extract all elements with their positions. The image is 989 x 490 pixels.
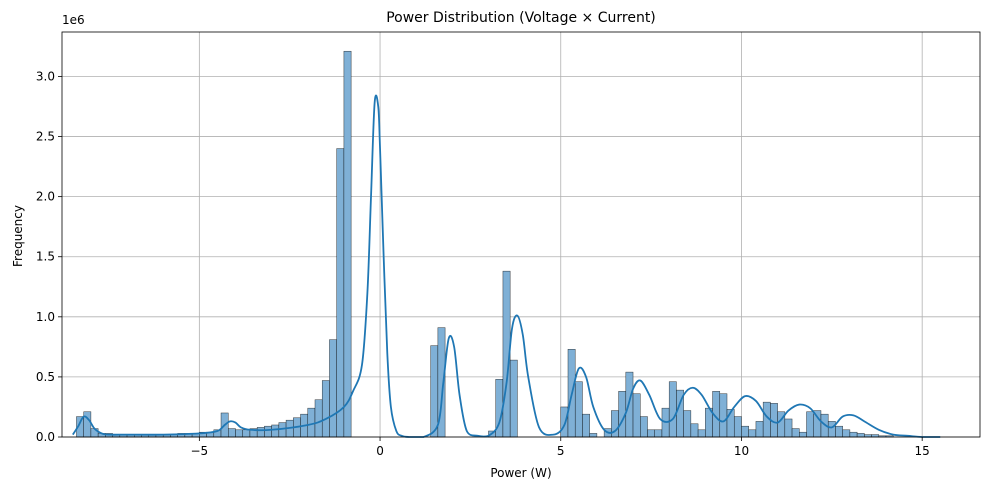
x-tick-label: 5	[557, 444, 565, 458]
y-axis-label: Frequency	[11, 205, 25, 267]
histogram-bar	[235, 429, 243, 438]
histogram-bar	[827, 421, 836, 438]
histogram-bar	[321, 380, 330, 438]
y-tick-label: 3.0	[36, 69, 55, 83]
histogram-bar	[791, 428, 800, 438]
histogram-bar	[582, 413, 590, 438]
kde-curve-layer	[72, 94, 941, 438]
histogram-bar	[271, 424, 280, 438]
histogram-bar	[719, 393, 728, 438]
histogram-bar	[835, 425, 843, 438]
histogram-bar	[329, 339, 337, 438]
histogram-bar	[632, 393, 641, 438]
histogram-bar	[264, 425, 272, 438]
histogram-bar	[856, 433, 865, 438]
histogram-bar	[307, 407, 316, 438]
x-tick-label: 10	[734, 444, 749, 458]
histogram-bar	[83, 411, 92, 438]
y-tick-label: 2.0	[36, 190, 55, 204]
histogram-bar	[654, 429, 663, 438]
histogram-bar	[733, 416, 742, 438]
x-tick-label: 15	[915, 444, 930, 458]
histogram-bar	[647, 429, 655, 438]
chart-title: Power Distribution (Voltage × Current)	[386, 10, 656, 26]
grid-lines	[62, 32, 980, 438]
y-tick-label: 2.5	[36, 130, 55, 144]
histogram-bar	[799, 431, 807, 438]
histogram-bar	[336, 148, 345, 438]
histogram-bar	[256, 427, 265, 438]
histogram-bar	[806, 411, 814, 438]
histogram-bar	[314, 399, 323, 438]
histogram-bar	[748, 429, 757, 438]
histogram-bar	[683, 410, 692, 438]
y-tick-label: 1.0	[36, 310, 55, 324]
x-axis-label: Power (W)	[490, 466, 551, 480]
histogram-bars	[76, 50, 894, 438]
axis-ticks: −5 0 5 10 15 0.0 0.5 1.0 1.5 2.0 2.5 3.0	[36, 69, 930, 458]
histogram-bar	[640, 416, 648, 438]
histogram-bar	[784, 418, 793, 438]
plot-frame	[61, 31, 981, 438]
histogram-bar	[668, 381, 677, 438]
histogram-bar	[690, 423, 699, 438]
histogram-bar	[228, 428, 236, 438]
histogram-bar	[242, 429, 251, 438]
histogram-bar	[509, 359, 518, 438]
y-tick-label: 0.5	[36, 370, 55, 384]
histogram-bar	[697, 429, 706, 438]
histogram-bar	[343, 50, 352, 438]
histogram-bar	[560, 406, 569, 438]
histogram-bar	[755, 421, 764, 438]
y-tick-label: 1.5	[36, 250, 55, 264]
y-scale-label: 1e6	[62, 13, 85, 27]
histogram-bar	[842, 429, 851, 438]
x-tick-label: 0	[376, 444, 384, 458]
histogram-bar	[589, 433, 598, 438]
histogram-bar	[849, 431, 858, 438]
histogram-bar	[741, 425, 749, 438]
x-tick-label: −5	[190, 444, 208, 458]
kde-curve	[72, 94, 941, 438]
histogram-bar	[430, 345, 439, 438]
y-tick-label: 0.0	[36, 430, 55, 444]
histogram-bar	[574, 381, 583, 438]
